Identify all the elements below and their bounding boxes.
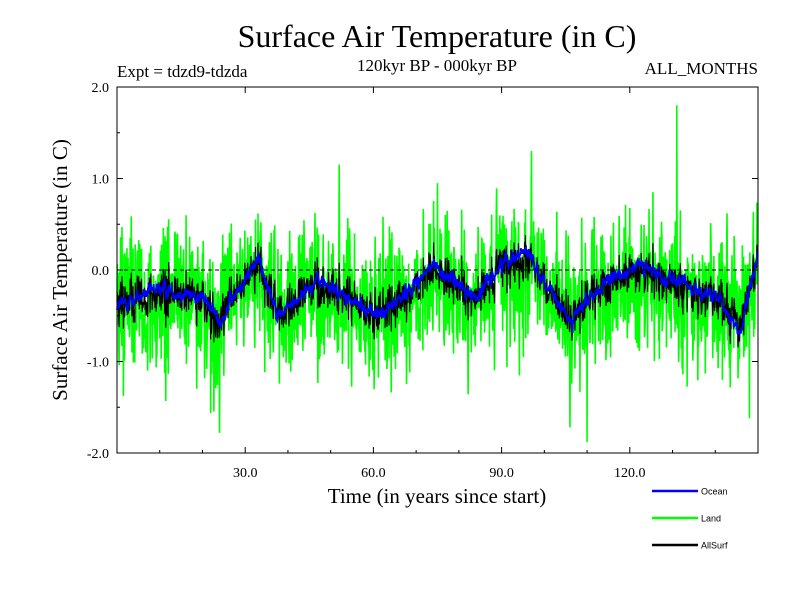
x-axis-label: Time (in years since start) xyxy=(328,484,547,508)
experiment-label: Expt = tdzd9-tdzda xyxy=(117,62,248,81)
series-line-land xyxy=(116,105,759,443)
legend-label-allsurf: AllSurf xyxy=(701,541,728,551)
axes: -2.0 -1.0 0.0 1.0 2.0 30.0 60.0 90.0 120.0 xyxy=(87,81,758,481)
chart-title: Surface Air Temperature (in C) xyxy=(238,18,637,54)
y-tick-label: 0.0 xyxy=(92,264,110,279)
y-tick-label: 2.0 xyxy=(92,81,110,96)
y-tick-label: -1.0 xyxy=(87,356,109,371)
legend-label-land: Land xyxy=(701,514,721,524)
legend-label-ocean: Ocean xyxy=(701,487,728,497)
legend: Ocean Land AllSurf xyxy=(652,487,728,551)
months-label: ALL_MONTHS xyxy=(645,59,758,78)
y-axis-label: Surface Air Temperature (in C) xyxy=(48,139,72,401)
plot-area xyxy=(116,105,759,443)
y-tick-label: -2.0 xyxy=(87,447,109,462)
y-tick-label: 1.0 xyxy=(92,173,110,188)
x-tick-label: 90.0 xyxy=(489,466,514,481)
period-label: 120kyr BP - 000kyr BP xyxy=(357,56,517,75)
series-line-allsurf xyxy=(116,235,759,348)
x-tick-label: 30.0 xyxy=(233,466,258,481)
x-tick-label: 60.0 xyxy=(361,466,386,481)
x-tick-label: 120.0 xyxy=(614,466,646,481)
series-line-ocean xyxy=(116,246,759,336)
